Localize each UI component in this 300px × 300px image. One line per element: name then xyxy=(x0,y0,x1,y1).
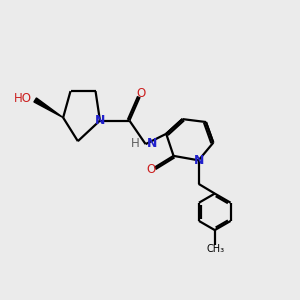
Text: HO: HO xyxy=(14,92,32,105)
Text: O: O xyxy=(136,87,146,100)
Text: CH₃: CH₃ xyxy=(206,244,224,254)
Text: N: N xyxy=(147,137,158,150)
Polygon shape xyxy=(34,98,63,118)
Text: O: O xyxy=(146,163,155,176)
Text: N: N xyxy=(95,114,106,127)
Text: H: H xyxy=(131,137,140,150)
Text: N: N xyxy=(194,154,204,167)
